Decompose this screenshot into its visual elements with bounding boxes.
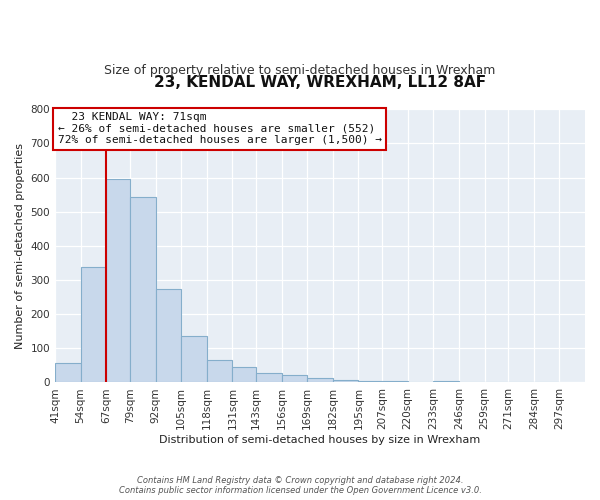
Y-axis label: Number of semi-detached properties: Number of semi-detached properties [15,143,25,349]
Bar [281,376,307,382]
Text: Size of property relative to semi-detached houses in Wrexham: Size of property relative to semi-detach… [104,64,496,76]
Bar [256,373,281,382]
Title: 23, KENDAL WAY, WREXHAM, LL12 8AF: 23, KENDAL WAY, WREXHAM, LL12 8AF [154,75,486,90]
Text: 23 KENDAL WAY: 71sqm  
← 26% of semi-detached houses are smaller (552)
72% of se: 23 KENDAL WAY: 71sqm ← 26% of semi-detac… [58,112,382,145]
Bar [207,360,232,382]
Bar [55,363,80,382]
Bar [106,179,130,382]
Bar [232,368,256,382]
X-axis label: Distribution of semi-detached houses by size in Wrexham: Distribution of semi-detached houses by … [160,435,481,445]
Bar [130,197,155,382]
Bar [80,268,106,382]
Bar [358,381,382,382]
Bar [307,378,333,382]
Bar [155,288,181,382]
Bar [333,380,358,382]
Text: Contains HM Land Registry data © Crown copyright and database right 2024.
Contai: Contains HM Land Registry data © Crown c… [119,476,481,495]
Bar [181,336,207,382]
Bar [433,381,459,382]
